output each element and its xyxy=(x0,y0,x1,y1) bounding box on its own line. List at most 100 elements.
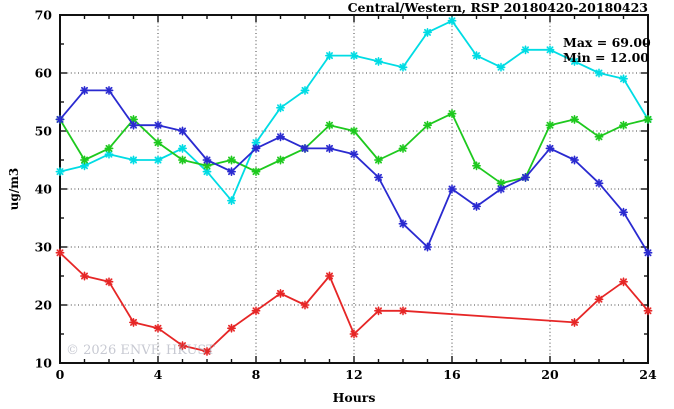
asterisk-marker xyxy=(153,155,163,165)
asterisk-marker xyxy=(619,74,628,84)
asterisk-marker xyxy=(545,45,555,55)
asterisk-marker xyxy=(325,120,334,130)
asterisk-marker xyxy=(643,114,653,124)
asterisk-marker xyxy=(398,306,408,316)
svg-text:12: 12 xyxy=(345,367,362,382)
asterisk-marker xyxy=(202,346,212,356)
asterisk-marker xyxy=(129,155,138,165)
svg-text:70: 70 xyxy=(35,8,53,23)
asterisk-marker xyxy=(251,306,261,316)
asterisk-marker xyxy=(496,184,506,194)
asterisk-marker xyxy=(398,143,408,153)
asterisk-marker xyxy=(276,132,285,142)
axis-ticks xyxy=(59,14,649,364)
asterisk-marker xyxy=(349,149,359,159)
asterisk-marker xyxy=(300,85,310,95)
asterisk-marker xyxy=(619,120,628,130)
tick-labels: 10 20 30 40 50 60 70 0 4 8 12 16 20 24 xyxy=(35,8,657,383)
asterisk-marker xyxy=(447,16,457,26)
max-value-label: Max = 69.00 xyxy=(563,35,651,50)
asterisk-marker xyxy=(129,120,138,130)
svg-text:60: 60 xyxy=(35,66,53,81)
asterisk-marker xyxy=(349,51,359,61)
asterisk-marker xyxy=(276,103,285,113)
series-red xyxy=(55,248,653,356)
asterisk-marker xyxy=(251,167,261,177)
asterisk-marker xyxy=(374,172,383,182)
asterisk-marker xyxy=(227,155,236,165)
asterisk-marker xyxy=(570,114,579,124)
asterisk-marker xyxy=(300,300,310,310)
asterisk-marker xyxy=(521,172,530,182)
asterisk-marker xyxy=(570,317,579,327)
asterisk-marker xyxy=(398,62,408,72)
asterisk-marker xyxy=(349,126,359,136)
asterisk-marker xyxy=(570,155,579,165)
min-value-label: Min = 12.00 xyxy=(563,50,649,65)
asterisk-marker xyxy=(55,114,65,124)
gridlines xyxy=(60,15,648,363)
asterisk-marker xyxy=(398,219,408,229)
asterisk-marker xyxy=(594,132,604,142)
asterisk-marker xyxy=(202,167,212,177)
asterisk-marker xyxy=(104,85,114,95)
svg-text:4: 4 xyxy=(154,367,163,382)
asterisk-marker xyxy=(104,149,114,159)
asterisk-marker xyxy=(643,248,653,258)
asterisk-marker xyxy=(227,323,236,333)
asterisk-marker xyxy=(619,277,628,287)
asterisk-marker xyxy=(178,341,187,351)
asterisk-marker xyxy=(153,138,163,148)
asterisk-marker xyxy=(153,120,163,130)
asterisk-marker xyxy=(594,294,604,304)
asterisk-marker xyxy=(325,271,334,281)
asterisk-marker xyxy=(104,143,114,153)
asterisk-marker xyxy=(129,317,138,327)
asterisk-marker xyxy=(594,68,604,78)
asterisk-marker xyxy=(374,306,383,316)
asterisk-marker xyxy=(80,271,89,281)
asterisk-marker xyxy=(325,143,334,153)
asterisk-marker xyxy=(178,143,187,153)
svg-text:0: 0 xyxy=(56,367,65,382)
asterisk-marker xyxy=(251,143,261,153)
asterisk-marker xyxy=(202,155,212,165)
asterisk-marker xyxy=(472,161,481,171)
asterisk-marker xyxy=(80,161,89,171)
svg-text:8: 8 xyxy=(252,367,261,382)
svg-text:30: 30 xyxy=(35,240,53,255)
stats-box: Max = 69.00 Min = 12.00 xyxy=(563,35,651,65)
svg-text:20: 20 xyxy=(35,298,53,313)
x-axis-label: Hours xyxy=(332,390,376,405)
svg-text:16: 16 xyxy=(443,367,461,382)
svg-text:40: 40 xyxy=(35,182,53,197)
asterisk-marker xyxy=(545,120,555,130)
asterisk-marker xyxy=(80,155,89,165)
asterisk-marker xyxy=(55,248,65,258)
asterisk-marker xyxy=(545,143,555,153)
asterisk-marker xyxy=(374,155,383,165)
watermark: © 2026 ENVF, HKUST xyxy=(66,343,215,358)
asterisk-marker xyxy=(423,27,432,37)
series-blue xyxy=(55,85,653,258)
asterisk-marker xyxy=(276,155,285,165)
asterisk-marker xyxy=(423,120,432,130)
asterisk-marker xyxy=(227,196,236,206)
asterisk-marker xyxy=(472,51,481,61)
y-axis-label: ug/m3 xyxy=(7,167,21,211)
asterisk-marker xyxy=(202,161,212,171)
asterisk-marker xyxy=(153,323,163,333)
asterisk-marker xyxy=(496,62,506,72)
asterisk-marker xyxy=(178,126,187,136)
asterisk-marker xyxy=(570,56,579,66)
asterisk-marker xyxy=(594,178,604,188)
asterisk-marker xyxy=(496,178,506,188)
asterisk-marker xyxy=(80,85,89,95)
asterisk-marker xyxy=(643,306,653,316)
asterisk-marker xyxy=(521,45,530,55)
asterisk-marker xyxy=(374,56,383,66)
asterisk-marker xyxy=(325,51,334,61)
asterisk-marker xyxy=(447,184,457,194)
